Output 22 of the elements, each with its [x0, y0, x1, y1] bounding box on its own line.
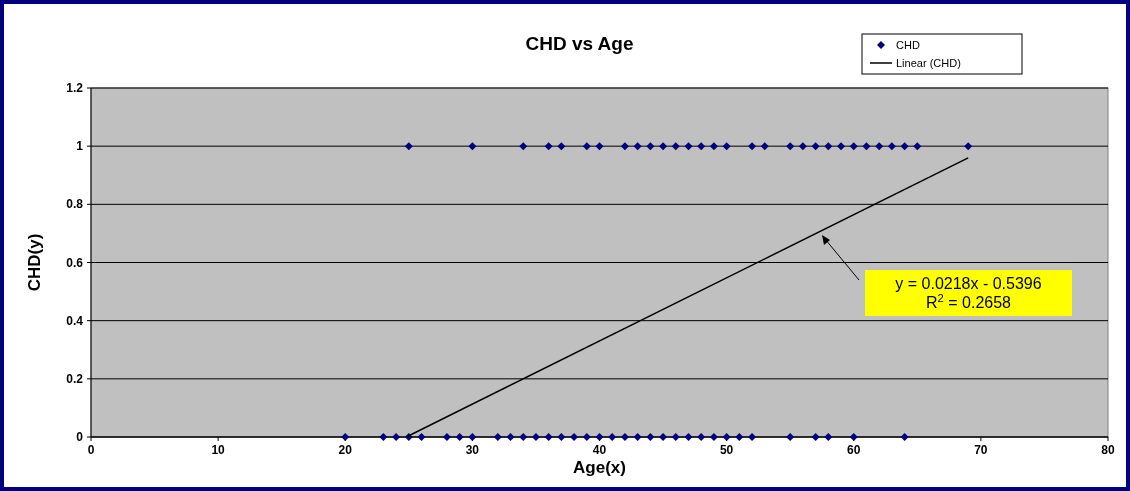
annotation: y = 0.0218x - 0.5396 R$^{2}$ = 0.2658 — [895, 275, 1042, 311]
y-tick-label: 0.2 — [66, 371, 84, 386]
x-tick-label: 60 — [847, 443, 861, 457]
y-tick-label: 0.6 — [66, 255, 84, 270]
y-tick-label: 1.2 — [66, 81, 84, 95]
x-tick-label: 40 — [592, 443, 607, 457]
x-tick-label: 10 — [211, 443, 226, 457]
x-tick-label: 20 — [338, 443, 353, 457]
x-tick-label: 80 — [1101, 443, 1115, 457]
chart-title: CHD vs Age — [525, 33, 634, 54]
x-tick-label: 0 — [87, 443, 95, 457]
y-tick-label: 0 — [76, 430, 84, 444]
legend-label: Linear (CHD) — [896, 57, 961, 69]
legend-label: CHD — [896, 39, 920, 51]
y-tick-label: 0.8 — [66, 197, 84, 212]
x-tick-label: 50 — [719, 443, 734, 457]
y-tick-label: 0.4 — [66, 313, 84, 328]
x-axis-title: Age(x) — [573, 458, 626, 477]
x-tick-label: 30 — [465, 443, 480, 457]
y-tick-label: 1 — [76, 139, 84, 154]
x-tick-label: 70 — [974, 443, 988, 457]
y-axis-title: CHD(y) — [25, 233, 44, 292]
